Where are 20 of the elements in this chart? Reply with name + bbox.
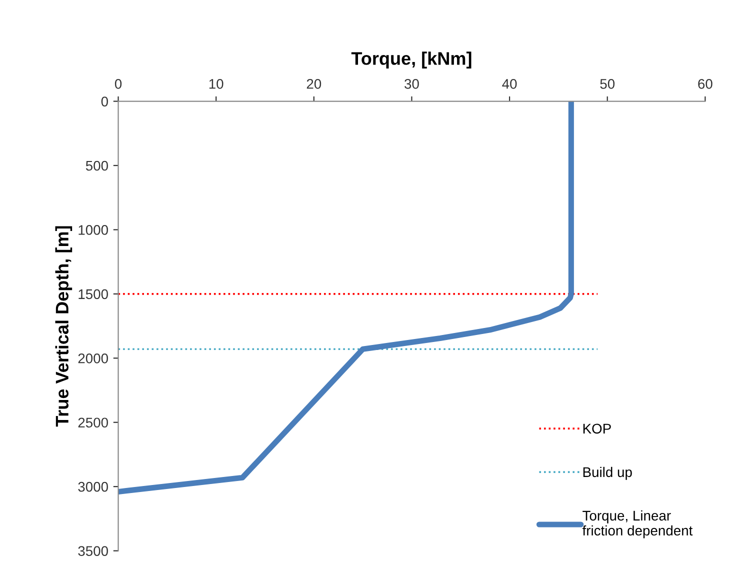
x-axis-title: Torque, [kNm]	[351, 52, 472, 68]
y-tick-label: 500	[86, 160, 108, 171]
x-tick-label: 0	[114, 78, 122, 89]
y-tick-label: 2000	[78, 353, 108, 364]
x-tick-label: 50	[600, 78, 615, 89]
legend-label: Build up	[583, 466, 632, 480]
y-tick-label: 0	[101, 96, 108, 106]
y-tick-label: 1500	[78, 289, 108, 300]
x-tick-label: 30	[404, 78, 419, 89]
y-axis-title: True Vertical Depth, [m]	[55, 226, 72, 427]
x-tick-label: 60	[698, 78, 712, 89]
y-tick-label: 3000	[78, 482, 108, 492]
x-tick-label: 10	[209, 78, 224, 89]
y-tick-label: 3500	[78, 546, 108, 556]
y-tick-label: 1000	[78, 225, 108, 235]
legend-label: KOP	[583, 424, 611, 434]
legend-label: Torque, Linear friction dependent	[582, 510, 693, 538]
x-tick-label: 40	[502, 78, 517, 89]
x-tick-label: 20	[306, 78, 322, 89]
y-tick-label: 2500	[78, 418, 108, 428]
